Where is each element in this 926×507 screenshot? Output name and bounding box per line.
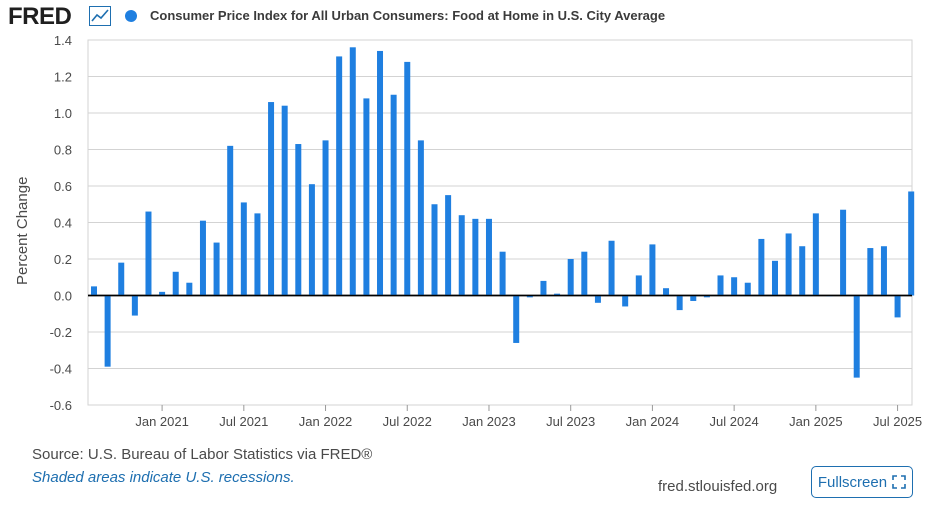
bar[interactable] <box>377 50 384 296</box>
y-tick-label: -0.2 <box>50 325 72 340</box>
bar[interactable] <box>567 259 574 296</box>
y-tick-label: 1.0 <box>54 106 72 121</box>
legend-marker <box>125 10 137 22</box>
bar[interactable] <box>268 102 275 296</box>
y-tick-labels: 1.4 1.2 1.0 0.8 0.6 0.4 0.2 0.0 -0.2 -0.4 -0.6 <box>50 33 72 413</box>
y-tick-label: 0.2 <box>54 252 72 267</box>
series-title[interactable]: Consumer Price Index for All Urban Consu… <box>150 8 666 23</box>
line-chart-icon <box>89 6 111 26</box>
x-tick-label: Jan 2022 <box>299 414 353 429</box>
bar[interactable] <box>908 191 915 296</box>
bar[interactable] <box>799 246 806 296</box>
bar[interactable] <box>118 262 125 296</box>
fullscreen-button[interactable]: Fullscreen <box>811 466 913 498</box>
chart-header: FRED Consumer Price Index for All Urban … <box>0 0 926 34</box>
bar[interactable] <box>295 144 302 296</box>
y-tick-label: 0.6 <box>54 179 72 194</box>
bar[interactable] <box>594 295 601 303</box>
bar[interactable] <box>649 244 656 296</box>
bar[interactable] <box>308 184 315 296</box>
bar[interactable] <box>717 275 724 296</box>
bar[interactable] <box>812 213 819 296</box>
bar[interactable] <box>635 275 642 296</box>
bar[interactable] <box>663 288 670 296</box>
bar[interactable] <box>322 140 329 296</box>
bar[interactable] <box>581 251 588 296</box>
x-tick-label: Jan 2023 <box>462 414 516 429</box>
bar[interactable] <box>880 246 887 296</box>
source-text: Source: U.S. Bureau of Labor Statistics … <box>32 446 373 463</box>
bar[interactable] <box>172 271 179 296</box>
bar[interactable] <box>227 145 234 296</box>
bar[interactable] <box>894 295 901 318</box>
x-tick-labels: Jan 2021 Jul 2021 Jan 2022 Jul 2022 Jan 2023… <box>135 405 922 429</box>
x-tick-label: Jul 2024 <box>710 414 759 429</box>
bar[interactable] <box>785 233 792 296</box>
fullscreen-label: Fullscreen <box>817 473 888 491</box>
bar[interactable] <box>240 202 247 296</box>
bar[interactable] <box>554 293 561 296</box>
y-tick-label: 1.2 <box>54 70 72 85</box>
bar[interactable] <box>513 295 520 343</box>
bar[interactable] <box>349 47 356 296</box>
x-tick-label: Jul 2022 <box>383 414 432 429</box>
bar[interactable] <box>703 295 710 298</box>
bar-chart: 1.4 1.2 1.0 0.8 0.6 0.4 0.2 0.0 -0.2 -0.4 -0.6 Jan… <box>50 33 923 429</box>
bar[interactable] <box>159 291 166 296</box>
bar-series <box>88 47 915 378</box>
bar[interactable] <box>404 61 411 296</box>
bar[interactable] <box>622 295 629 307</box>
bar[interactable] <box>145 211 152 296</box>
bar[interactable] <box>336 56 343 296</box>
x-tick-label: Jan 2025 <box>789 414 843 429</box>
bar[interactable] <box>744 282 751 296</box>
bar[interactable] <box>526 295 533 298</box>
bar[interactable] <box>853 295 860 378</box>
y-tick-label: 0.4 <box>54 216 72 231</box>
bar[interactable] <box>676 295 683 311</box>
y-tick-label: -0.4 <box>50 362 72 377</box>
bar[interactable] <box>499 251 506 296</box>
bar[interactable] <box>199 220 206 296</box>
y-axis-label: Percent Change <box>14 176 31 285</box>
bar[interactable] <box>540 280 547 296</box>
bar[interactable] <box>608 240 615 296</box>
bar[interactable] <box>758 238 765 296</box>
bar[interactable] <box>485 218 492 296</box>
bar[interactable] <box>131 295 138 316</box>
bar[interactable] <box>186 282 193 296</box>
fred-logo[interactable]: FRED <box>8 3 72 30</box>
recession-note[interactable]: Shaded areas indicate U.S. recessions. <box>32 469 295 486</box>
bar[interactable] <box>91 286 97 296</box>
y-tick-label: 1.4 <box>54 33 72 48</box>
x-tick-label: Jan 2024 <box>626 414 680 429</box>
bar[interactable] <box>690 295 697 301</box>
bar[interactable] <box>104 295 111 367</box>
x-tick-label: Jul 2021 <box>219 414 268 429</box>
site-url: fred.stlouisfed.org <box>658 478 778 495</box>
bar[interactable] <box>472 218 479 296</box>
grid-lines <box>87 39 913 406</box>
bar[interactable] <box>771 260 778 296</box>
y-tick-label: 0.8 <box>54 143 72 158</box>
x-tick-label: Jul 2023 <box>546 414 595 429</box>
bar[interactable] <box>458 215 465 296</box>
x-tick-label: Jan 2021 <box>135 414 189 429</box>
bar[interactable] <box>254 213 261 296</box>
bar[interactable] <box>390 94 397 296</box>
bar[interactable] <box>417 140 424 296</box>
expand-icon <box>892 475 906 489</box>
y-tick-label: -0.6 <box>50 398 72 413</box>
x-tick-label: Jul 2025 <box>873 414 922 429</box>
bar[interactable] <box>213 242 220 296</box>
bar[interactable] <box>445 195 452 296</box>
bar[interactable] <box>281 105 288 296</box>
bar[interactable] <box>731 277 738 296</box>
bar[interactable] <box>363 98 370 296</box>
bar[interactable] <box>431 204 438 296</box>
bar[interactable] <box>840 209 847 296</box>
bar[interactable] <box>867 248 874 296</box>
y-tick-label: 0.0 <box>54 289 72 304</box>
